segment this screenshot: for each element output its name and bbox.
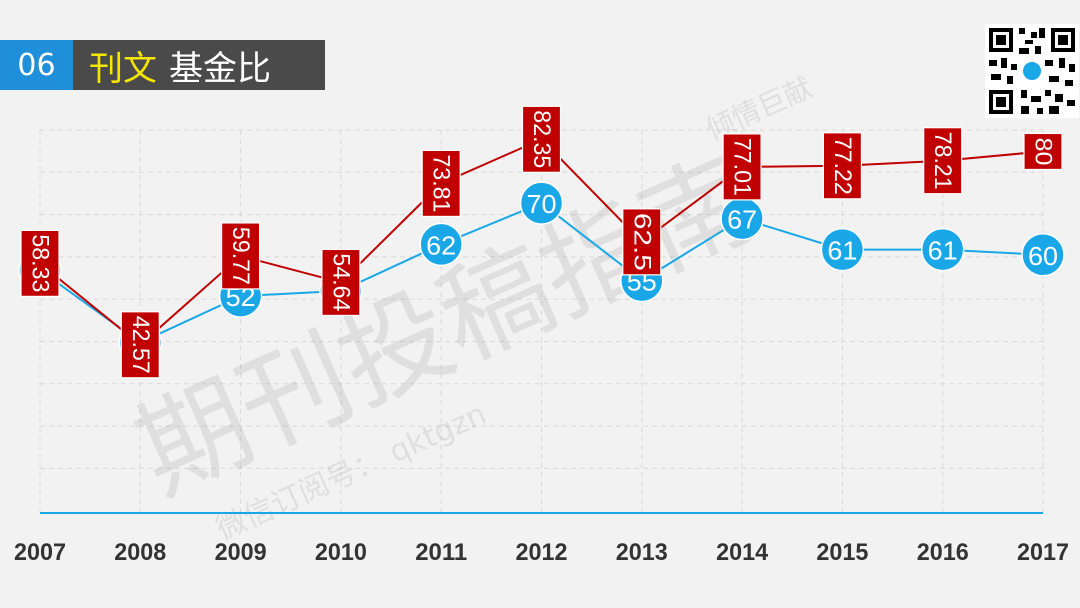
title-rest: 基金比 [169, 48, 271, 89]
data-label-blue: 70 [527, 189, 557, 219]
data-point-red [120, 311, 160, 379]
data-point-red [521, 105, 562, 173]
qr-code-icon [985, 24, 1079, 118]
data-label-red: 77.01 [729, 138, 756, 196]
data-point-red [1023, 132, 1063, 171]
data-label-red: 78.21 [929, 132, 956, 190]
data-label-blue: 61 [928, 236, 958, 266]
data-point-red [622, 208, 662, 276]
x-tick-label: 2017 [1017, 539, 1069, 566]
data-label-red: 77.22 [829, 137, 856, 195]
data-label-blue: 60 [1028, 241, 1058, 271]
series-red: 58.33 42.57 59.77 54.64 73.81 82.35 62.5 77.01 7… [20, 105, 1063, 379]
data-label-red: 54.64 [327, 253, 354, 311]
x-tick-label: 2015 [816, 539, 868, 566]
data-label-red: 59.77 [227, 227, 254, 285]
x-tick-label: 2013 [616, 539, 668, 566]
x-tick-label: 2007 [14, 539, 66, 566]
x-tick-label: 2012 [516, 539, 568, 566]
data-label-blue: 67 [727, 205, 757, 235]
x-tick-label: 2011 [415, 539, 467, 566]
x-tick-label: 2009 [215, 539, 267, 566]
data-point-blue [419, 222, 463, 267]
x-tick-label: 2010 [315, 539, 367, 566]
data-point-red [722, 133, 762, 201]
data-point-red [20, 229, 60, 297]
x-tick-label: 2016 [917, 539, 969, 566]
x-tick-labels: 2007 2008 2009 2010 2011 2012 2013 2014 2015 2016… [14, 539, 1069, 566]
data-point-blue [920, 227, 965, 272]
data-point-blue [519, 181, 564, 225]
data-point-red [321, 248, 361, 317]
data-label-red: 62.5 [628, 213, 655, 271]
data-label-blue: 61 [827, 236, 857, 266]
data-label-red: 58.33 [27, 234, 54, 292]
data-label-red: 80 [1030, 137, 1057, 165]
section-title: 刊文 基金比 [73, 40, 325, 90]
data-point-red [822, 132, 863, 200]
section-header: 06 刊文 基金比 [0, 40, 325, 90]
data-point-red [221, 222, 261, 290]
data-label-red: 82.35 [528, 110, 555, 168]
data-label-red: 73.81 [428, 154, 455, 212]
data-point-blue [1021, 233, 1065, 277]
data-label-blue: 62 [426, 230, 456, 260]
title-highlight: 刊文 [89, 48, 157, 89]
data-label-red: 42.57 [127, 316, 154, 374]
section-number: 06 [0, 40, 73, 90]
data-point-red [421, 149, 461, 218]
x-tick-label: 2014 [716, 539, 769, 566]
data-point-blue [820, 227, 865, 272]
x-tick-label: 2008 [114, 539, 166, 566]
data-point-red [923, 127, 963, 195]
